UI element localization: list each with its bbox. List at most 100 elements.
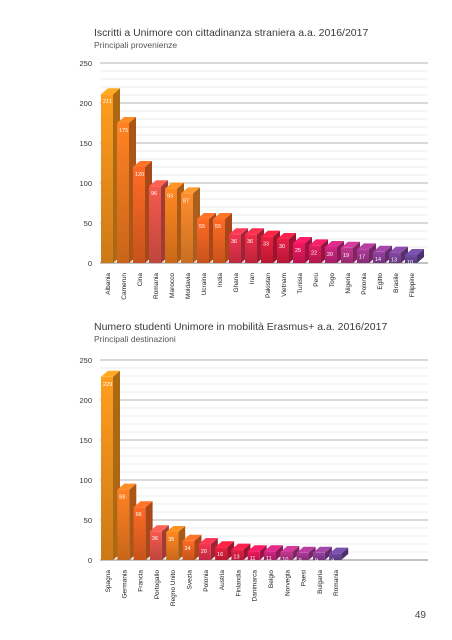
x-tick-label: Albania — [105, 273, 112, 295]
bar-front — [329, 553, 342, 560]
bar-top — [245, 228, 264, 235]
data-label: 9 — [299, 558, 302, 564]
bar-front — [213, 219, 225, 263]
bar-front — [166, 532, 179, 560]
bar-top — [261, 230, 280, 237]
bar-front — [117, 489, 130, 560]
bar-top — [329, 547, 349, 554]
y-tick-label: 0 — [88, 556, 92, 565]
bar-top — [264, 545, 283, 552]
bar-top — [280, 546, 300, 552]
bar-front — [197, 219, 209, 263]
chart-erasmus-destinations: 0 50 100 150 200 250 229 Spagna 88 Germania 66 Fran… — [79, 356, 428, 607]
bar-front — [341, 247, 353, 263]
x-tick-label: India — [217, 273, 224, 287]
data-label: 13 — [233, 555, 239, 561]
bar-front — [405, 255, 417, 263]
bar-front — [280, 552, 293, 560]
x-tick-label: Francia — [138, 570, 145, 592]
x-tick-label: Vietnam — [281, 273, 288, 297]
bar-top — [133, 501, 153, 508]
y-tick-label: 50 — [84, 219, 92, 228]
data-label: 25 — [295, 248, 301, 254]
bar-front — [181, 193, 193, 263]
data-label: 20 — [201, 549, 207, 555]
bar-top — [149, 525, 169, 532]
x-tick-label: Moldavia — [185, 273, 192, 299]
x-tick-label: Paesi — [301, 570, 308, 586]
data-label: 36 — [152, 536, 158, 542]
y-tick-label: 250 — [79, 356, 92, 365]
bar-front — [245, 234, 257, 263]
x-tick-label: Marocco — [169, 273, 176, 298]
data-label: 88 — [119, 495, 125, 501]
x-tick-label: Finlandia — [235, 570, 242, 597]
bar-top — [198, 538, 218, 544]
y-tick-label: 0 — [88, 259, 92, 268]
x-tick-label: Portogallo — [154, 570, 161, 600]
bar-front — [182, 540, 195, 560]
bar-front — [261, 236, 273, 263]
x-tick-label: Romania — [333, 570, 340, 596]
bar-top — [231, 543, 251, 550]
data-label: 17 — [359, 254, 365, 260]
bar-front — [229, 234, 241, 263]
bar-front — [309, 245, 321, 263]
data-label: 175 — [119, 128, 128, 134]
bar-side — [417, 249, 424, 263]
x-tick-label: Ghana — [233, 273, 240, 293]
x-tick-label: Belgio — [268, 570, 275, 588]
chart1-subtitle: Principali provenienze — [94, 40, 178, 50]
bar-side — [341, 547, 349, 560]
bar-6 — [182, 534, 202, 560]
bar-top — [181, 187, 200, 194]
y-tick-label: 200 — [79, 396, 92, 405]
x-tick-label: Brasile — [393, 273, 400, 293]
bar-front — [117, 123, 129, 263]
x-tick-label: Nigeria — [345, 273, 352, 294]
bar-front — [293, 243, 305, 263]
bar-9 — [231, 543, 251, 560]
gridlines — [100, 359, 428, 561]
bar-side — [243, 543, 251, 560]
y-tick-label: 100 — [79, 476, 92, 485]
bar-1 — [101, 370, 120, 560]
bar-top — [373, 245, 392, 252]
chart1-title: Iscritti a Unimore con cittadinanza stra… — [94, 27, 369, 39]
x-tick-label: Polonia — [361, 273, 368, 295]
data-label: 10 — [282, 557, 288, 563]
chart-foreign-students: 0 50 100 150 200 250 211 Albania 175 Camerun 120 Ci… — [79, 59, 428, 300]
bar-front — [215, 547, 228, 560]
page-number: 49 — [414, 610, 426, 621]
bar-side — [324, 546, 332, 560]
data-label: 55 — [215, 224, 221, 230]
bar-5 — [166, 526, 186, 560]
data-label: 211 — [103, 99, 112, 105]
bar-top — [197, 213, 216, 219]
bar-top — [229, 228, 248, 235]
bar-14 — [312, 546, 332, 560]
data-label: 13 — [391, 258, 397, 264]
bar-front — [247, 551, 260, 560]
bar-top — [325, 241, 344, 247]
chart2-subtitle: Principali destinazioni — [94, 334, 176, 344]
bar-top — [117, 483, 137, 490]
bar-front — [149, 186, 161, 263]
data-label: 33 — [263, 242, 269, 248]
bar-top — [296, 546, 316, 553]
bar-front — [101, 376, 113, 560]
bar-top — [165, 182, 184, 189]
bar-11 — [264, 545, 283, 560]
bar-front — [277, 239, 289, 263]
data-label: 11 — [266, 556, 272, 562]
bar-top — [389, 246, 408, 253]
data-label: 9 — [315, 558, 318, 564]
data-label: 8 — [331, 559, 334, 565]
bar-18 — [373, 245, 392, 263]
x-tick-label: Ucraina — [201, 273, 208, 296]
x-tick-label: Iran — [249, 273, 256, 285]
bar-top — [312, 546, 332, 553]
bar-3 — [133, 501, 153, 560]
y-tick-label: 200 — [79, 99, 92, 108]
x-tick-label: Regno Unito — [170, 570, 177, 607]
